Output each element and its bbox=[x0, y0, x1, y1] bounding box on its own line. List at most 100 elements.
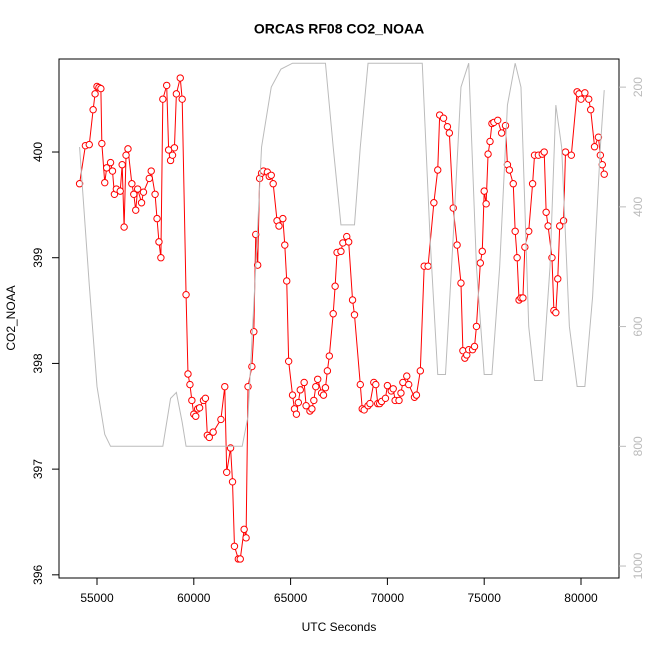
data-point bbox=[314, 375, 322, 383]
data-point bbox=[348, 296, 357, 304]
data-point bbox=[453, 241, 461, 249]
data-point bbox=[556, 222, 564, 230]
data-point bbox=[172, 90, 181, 98]
data-point bbox=[337, 247, 345, 256]
data-point bbox=[283, 277, 291, 285]
data-point bbox=[302, 402, 310, 410]
data-point bbox=[600, 170, 608, 178]
x-tick-label: 60000 bbox=[177, 591, 211, 605]
data-point bbox=[480, 187, 488, 195]
data-point bbox=[445, 129, 454, 137]
data-point bbox=[116, 187, 124, 195]
x-tick-label: 80000 bbox=[564, 591, 598, 605]
data-point bbox=[252, 230, 260, 239]
data-point bbox=[178, 95, 186, 103]
data-point bbox=[288, 391, 297, 399]
data-point bbox=[540, 148, 548, 156]
data-point bbox=[559, 217, 568, 225]
data-point bbox=[525, 227, 533, 235]
data-point bbox=[139, 188, 148, 196]
y-axis-label: CO2_NOAA bbox=[4, 285, 18, 350]
data-point bbox=[275, 222, 283, 230]
y2-tick-label: 800 bbox=[631, 436, 645, 456]
data-point bbox=[250, 328, 258, 336]
data-point bbox=[145, 174, 153, 183]
data-point bbox=[404, 380, 413, 389]
data-point bbox=[153, 214, 161, 223]
data-point bbox=[97, 84, 105, 93]
y-tick-label: 398 bbox=[31, 353, 45, 373]
data-point bbox=[85, 140, 93, 149]
data-point bbox=[312, 382, 320, 391]
data-point bbox=[416, 367, 425, 375]
x-tick-label: 55000 bbox=[80, 591, 114, 605]
data-point bbox=[484, 150, 492, 158]
data-point bbox=[395, 396, 403, 405]
data-point bbox=[331, 282, 339, 290]
data-point bbox=[159, 95, 167, 103]
data-point bbox=[590, 143, 599, 151]
data-point bbox=[155, 238, 163, 246]
data-point bbox=[236, 555, 244, 563]
data-point bbox=[323, 367, 332, 375]
data-point bbox=[509, 180, 517, 188]
data-point bbox=[228, 478, 237, 486]
data-point bbox=[300, 378, 308, 387]
data-point bbox=[223, 468, 231, 476]
data-point bbox=[548, 254, 556, 262]
data-point bbox=[544, 222, 552, 230]
plot-area bbox=[75, 62, 608, 563]
data-point bbox=[296, 386, 304, 394]
data-point bbox=[128, 180, 136, 188]
y2-tick-label: 1000 bbox=[631, 552, 645, 579]
data-point bbox=[120, 223, 128, 231]
data-point bbox=[439, 114, 448, 122]
data-point bbox=[497, 129, 506, 137]
y2-tick-label: 400 bbox=[631, 197, 645, 217]
data-point bbox=[124, 145, 132, 153]
data-point bbox=[122, 151, 130, 159]
data-point bbox=[478, 247, 486, 256]
data-point bbox=[321, 384, 330, 392]
data-point bbox=[162, 81, 171, 90]
data-point bbox=[577, 95, 585, 103]
data-point bbox=[581, 89, 589, 97]
data-point bbox=[157, 254, 165, 262]
data-point bbox=[325, 352, 334, 360]
data-point bbox=[372, 380, 380, 389]
data-point bbox=[137, 199, 146, 207]
data-point bbox=[511, 227, 519, 235]
data-point bbox=[130, 190, 138, 198]
data-point bbox=[244, 382, 252, 391]
data-point bbox=[430, 199, 438, 207]
data-point bbox=[195, 404, 204, 412]
data-point bbox=[248, 362, 256, 371]
data-point bbox=[585, 95, 593, 103]
data-point bbox=[242, 534, 250, 542]
data-point bbox=[182, 291, 190, 299]
data-point bbox=[586, 106, 595, 114]
data-point bbox=[381, 394, 390, 403]
data-point bbox=[98, 139, 106, 148]
data-point bbox=[91, 90, 99, 98]
data-point bbox=[102, 164, 111, 172]
data-point bbox=[366, 399, 374, 408]
data-point bbox=[476, 259, 485, 267]
x-tick-label: 75000 bbox=[468, 591, 502, 605]
data-point bbox=[168, 151, 177, 159]
data-point bbox=[424, 262, 432, 270]
plot-frame bbox=[58, 58, 620, 579]
data-point bbox=[132, 206, 140, 214]
data-point bbox=[217, 415, 225, 424]
y2-tick-label: 200 bbox=[631, 77, 645, 97]
data-point bbox=[494, 116, 502, 125]
x-tick-label: 65000 bbox=[274, 591, 308, 605]
data-point bbox=[176, 74, 184, 82]
data-point bbox=[209, 428, 217, 436]
data-point bbox=[319, 391, 328, 399]
data-point bbox=[470, 342, 479, 351]
data-point bbox=[201, 394, 210, 403]
data-point bbox=[188, 396, 196, 405]
data-point bbox=[75, 180, 84, 188]
